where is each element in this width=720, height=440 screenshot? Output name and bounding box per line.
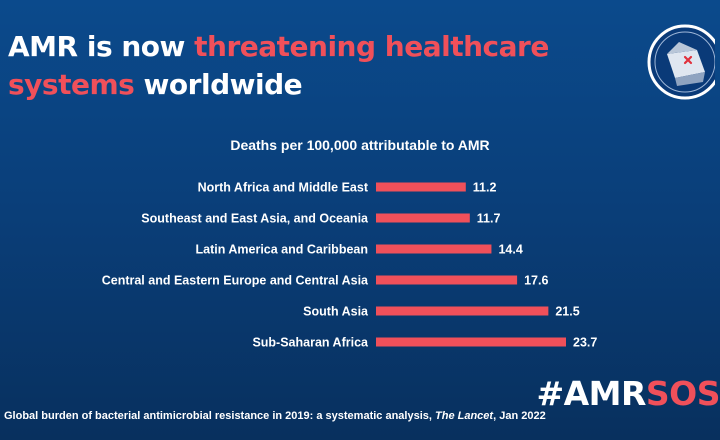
- hashtag-suffix: SOS: [645, 374, 720, 413]
- hashtag: #AMRSOS: [536, 374, 720, 414]
- bar: [376, 275, 518, 285]
- title-part-1: AMR is now: [8, 30, 195, 63]
- value-label: 14.4: [498, 243, 522, 257]
- source-citation: Global burden of bacterial antimicrobial…: [4, 410, 546, 422]
- value-label: 17.6: [524, 274, 548, 288]
- logo-icon: [647, 24, 715, 100]
- bar: [376, 306, 549, 316]
- title-part-4: worldwide: [134, 68, 303, 101]
- source-date: , Jan 2022: [493, 410, 546, 422]
- title-highlight-2: systems: [8, 68, 135, 101]
- category-label: South Asia: [303, 305, 369, 319]
- value-label: 11.2: [473, 181, 497, 195]
- bar: [376, 213, 470, 223]
- bar: [376, 182, 466, 192]
- value-label: 23.7: [573, 336, 597, 350]
- category-label: Central and Eastern Europe and Central A…: [102, 274, 369, 288]
- value-label: 21.5: [555, 305, 579, 319]
- value-label: 11.7: [477, 212, 501, 226]
- bar: [376, 244, 492, 254]
- category-label: Latin America and Caribbean: [196, 243, 369, 257]
- title-highlight-1: threatening healthcare: [194, 30, 549, 63]
- bar: [376, 337, 566, 347]
- source-text: Global burden of bacterial antimicrobial…: [4, 410, 436, 422]
- source-journal: The Lancet: [435, 410, 494, 422]
- category-label: Sub-Saharan Africa: [252, 336, 369, 350]
- chart-title: Deaths per 100,000 attributable to AMR: [230, 137, 490, 153]
- page-title: AMR is now threatening healthcare systems…: [8, 28, 549, 104]
- category-label: North Africa and Middle East: [198, 181, 369, 195]
- hashtag-prefix: #AMR: [536, 374, 646, 413]
- category-label: Southeast and East Asia, and Oceania: [141, 212, 369, 226]
